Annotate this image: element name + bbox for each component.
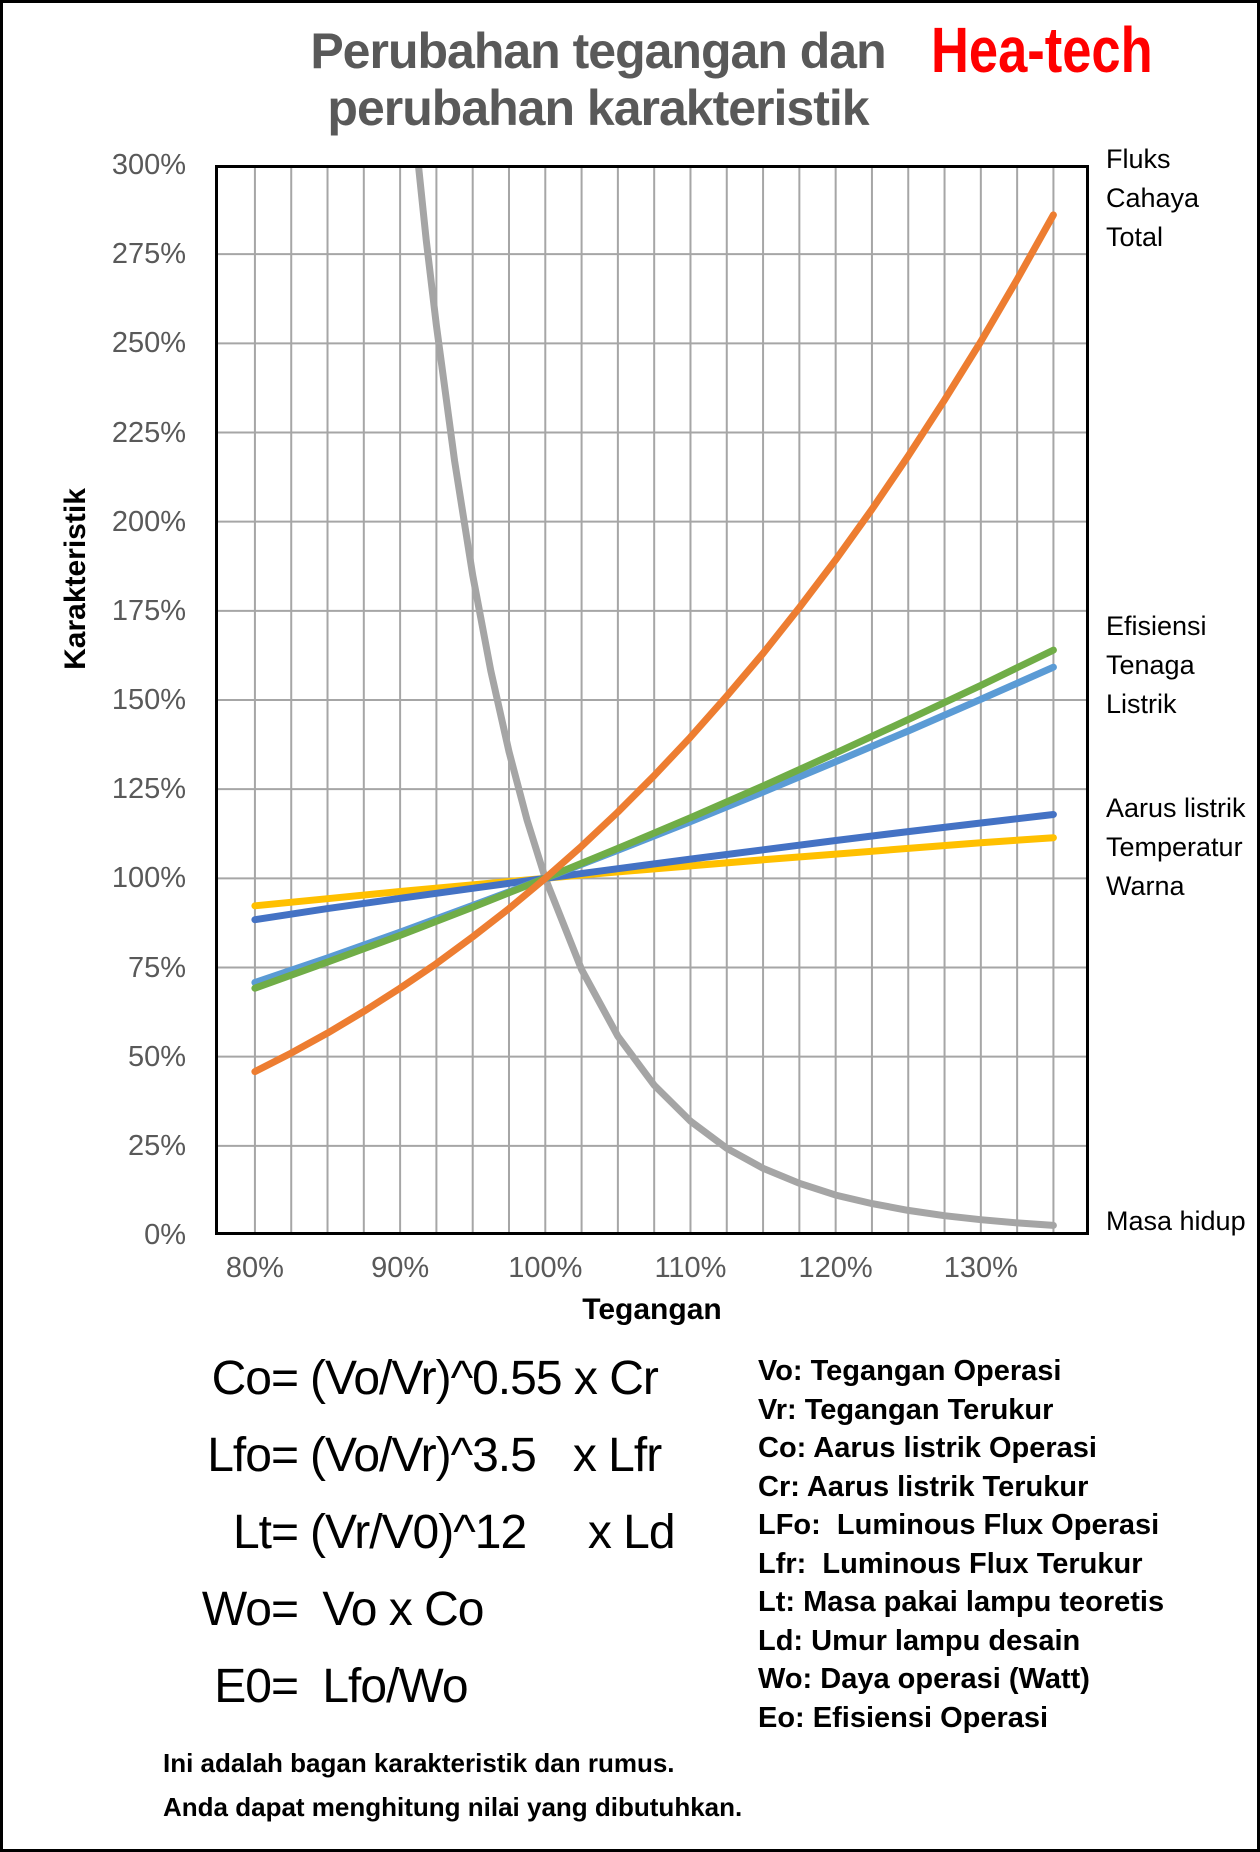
formula-lhs: Lt= [232,1506,299,1559]
y-axis-title: Karakteristik [59,488,92,670]
definition-line: Eo: Efisiensi Operasi [758,1701,1049,1734]
x-axis-title: Tegangan [582,1293,722,1326]
plot-area [215,165,1089,1235]
series-label-line: Cahaya [1106,183,1200,213]
series-efisiensi [251,646,1057,992]
series-label-line: Listrik [1106,689,1177,719]
formula-lhs: Wo= [201,1583,299,1636]
formula-row: Wo= Vo x Co [98,1571,675,1648]
series-masa-hidup [414,165,1057,1229]
series-label-efisiensi-tenaga-listrik: Efisiensi Tenaga Listrik [1106,607,1257,724]
formula-row: Co= (Vo/Vr)^0.55 x Cr [98,1340,675,1417]
y-tick-label: 300% [111,149,186,181]
x-tick-label: 110% [654,1252,727,1284]
y-tick-label: 150% [111,684,186,716]
y-tick-label: 50% [127,1040,186,1073]
footnote-line-2: Anda dapat menghitung nilai yang dibutuh… [163,1792,743,1822]
series-temperatur-warna [251,834,1057,910]
footnote-line-1: Ini adalah bagan karakteristik dan rumus… [163,1748,675,1778]
definition-line: Ld: Umur lampu desain [758,1624,1081,1657]
definition-line: Vo: Tegangan Operasi [758,1355,1062,1387]
y-tick-label: 200% [111,505,186,538]
series-fluks-cahaya-total [251,211,1057,1076]
y-tick-label: 0% [144,1219,186,1251]
plot-border [215,165,1089,1235]
series-aarus-listrik [251,811,1057,924]
formula-rhs: (Vo/Vr)^0.55 x Cr [310,1352,659,1405]
formulas-block: Co= (Vo/Vr)^0.55 x Cr Lfo= (Vo/Vr)^3.5 x Lf… [98,1340,676,1725]
formula-row: Lt= (Vr/V0)^12 x Ld [98,1494,676,1571]
formula-rhs: (Vr/V0)^12 x Ld [310,1506,676,1559]
series-label-line: Efisiensi [1106,611,1207,641]
formula-row: E0= Lfo/Wo [98,1648,675,1725]
series-label-line: Fluks [1106,144,1171,174]
formula-lhs: E0= [214,1660,299,1713]
y-tick-label: 275% [111,238,186,271]
brand-logo: Hea-tech [931,14,1153,86]
definitions-list: Vo: Tegangan Operasi Vr: Tegangan Terukur… [758,1352,1164,1737]
formula-rhs: Lfo/Wo [310,1660,468,1713]
definition-line: Lt: Masa pakai lampu teoretis [758,1586,1165,1618]
y-tick-label: 75% [127,951,186,984]
definition-line: LFo: Luminous Flux Operasi [758,1509,1160,1541]
y-tick-label: 250% [111,327,186,360]
title-line-2: perubahan karakteristik [327,80,869,136]
definition-line: Co: Aarus listrik Operasi [758,1432,1097,1464]
series-label-line: Tenaga [1106,650,1195,680]
definition-line: Cr: Aarus listrik Terukur [758,1470,1089,1503]
series-label-line: Total [1106,222,1164,252]
series-label-line: Warna [1106,871,1185,901]
formula-lhs: Lfo= [207,1429,299,1482]
y-tick-label: 225% [111,416,186,449]
y-tick-label: 175% [111,594,186,627]
formula-row: Lfo= (Vo/Vr)^3.5 x Lfr [98,1417,675,1494]
y-tick-label: 100% [111,862,186,895]
title-line-1: Perubahan tegangan dan [310,23,886,79]
y-tick-label: 125% [111,773,186,806]
formula-rhs: Vo x Co [310,1583,484,1636]
formula-lhs: Co= [211,1352,299,1405]
series-label-line: Masa hidup [1106,1206,1246,1236]
x-tick-label: 100% [508,1252,583,1284]
footnote: Ini adalah bagan karakteristik dan rumus… [163,1741,742,1829]
definition-line: Wo: Daya operasi (Watt) [758,1663,1090,1695]
definition-line: Vr: Tegangan Terukur [758,1393,1054,1426]
formula-rhs: (Vo/Vr)^3.5 x Lfr [310,1429,662,1482]
x-tick-label: 130% [943,1252,1018,1284]
page-title: Perubahan tegangan dan perubahan karakte… [218,23,978,137]
y-tick-label: 25% [127,1129,186,1162]
x-tick-label: 120% [798,1252,873,1284]
series-label-masa-hidup: Masa hidup [1106,1202,1257,1241]
x-tick-label: 90% [371,1252,430,1284]
definition-line: Lfr: Luminous Flux Terukur [758,1547,1143,1580]
series-label-aarus-temperatur-warna: Aarus listrik Temperatur Warna [1106,789,1257,906]
series-label-line: Aarus listrik [1106,793,1246,823]
series-label-fluks-cahaya-total: Fluks Cahaya Total [1106,140,1257,257]
x-tick-label: 80% [225,1252,284,1284]
series-label-line: Temperatur [1106,832,1243,862]
